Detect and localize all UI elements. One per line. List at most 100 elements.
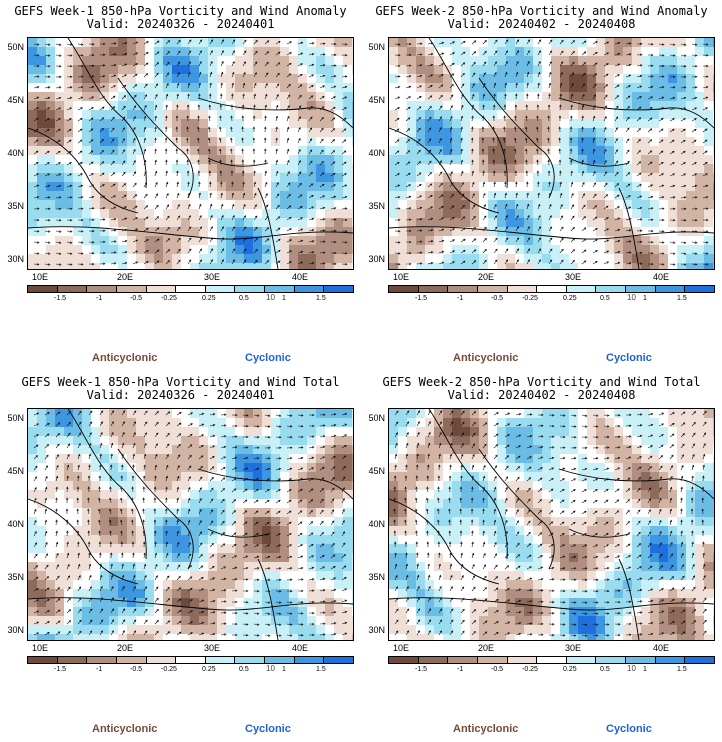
wind-arrow [77, 139, 83, 144]
vorticity-cell [307, 607, 317, 617]
wind-arrow [297, 160, 301, 166]
vorticity-cell [343, 562, 353, 572]
vorticity-cell [461, 218, 471, 228]
vorticity-cell [190, 580, 200, 590]
vorticity-cell [704, 101, 714, 111]
vorticity-cell [55, 490, 65, 500]
vorticity-cell [172, 436, 182, 446]
vorticity-cell [569, 137, 579, 147]
vorticity-cell [37, 607, 47, 617]
vorticity-cell [109, 182, 119, 192]
wind-arrow [88, 442, 92, 449]
coastline [197, 468, 353, 500]
vorticity-cell [73, 101, 83, 111]
vorticity-cell [352, 245, 353, 255]
vorticity-cell [623, 254, 633, 264]
wind-arrow [669, 75, 676, 79]
vorticity-cell [325, 535, 335, 545]
vorticity-cell [28, 101, 38, 111]
wind-arrow [253, 50, 258, 56]
wind-arrow [230, 159, 233, 166]
wind-arrow [471, 215, 476, 221]
vorticity-cell [145, 535, 155, 545]
wind-arrow [438, 74, 444, 78]
wind-arrow [143, 228, 149, 232]
vorticity-cell [605, 65, 615, 75]
vorticity-cell [172, 65, 182, 75]
vorticity-cell [334, 517, 344, 527]
wind-arrow [88, 195, 95, 199]
wind-arrow [55, 241, 62, 244]
vorticity-cell [127, 481, 137, 491]
vorticity-cell [82, 146, 92, 156]
vorticity-cell [64, 254, 74, 264]
wind-arrow [614, 149, 618, 155]
vorticity-cell [100, 83, 110, 93]
wind-arrow [341, 218, 348, 222]
colorbar-swatch [28, 657, 58, 663]
wind-arrow [416, 117, 421, 122]
vorticity-cell [253, 92, 263, 102]
wind-arrow [242, 521, 248, 526]
vorticity-cell [217, 481, 227, 491]
vorticity-cell [677, 427, 687, 437]
wind-arrow [33, 576, 39, 581]
vorticity-cell [569, 128, 579, 138]
vorticity-cell [398, 254, 408, 264]
vorticity-cell [325, 173, 335, 183]
colorbar-center-label: 10 [266, 664, 275, 673]
vorticity-cell [244, 553, 254, 563]
wind-arrow [341, 577, 347, 581]
wind-arrow [99, 184, 105, 188]
wind-arrow [88, 64, 95, 68]
vorticity-cell [28, 236, 38, 246]
vorticity-cell [37, 173, 47, 183]
wind-arrow [647, 207, 654, 210]
vorticity-cell [217, 490, 227, 500]
vorticity-cell [262, 526, 272, 536]
vorticity-cell [316, 571, 326, 581]
vorticity-cell [659, 74, 669, 84]
colorbar-swatch [116, 657, 147, 663]
vorticity-cell [262, 616, 272, 626]
vorticity-cell [181, 517, 191, 527]
vorticity-cell [181, 38, 191, 48]
wind-arrow [77, 75, 84, 78]
wind-arrow [77, 117, 83, 122]
vorticity-cell [452, 83, 462, 93]
vorticity-cell [91, 191, 101, 201]
wind-arrow [110, 53, 117, 56]
vorticity-cell [560, 200, 570, 210]
vorticity-cell [190, 137, 200, 147]
wind-arrow [77, 475, 80, 482]
vorticity-cell [316, 580, 326, 590]
wind-arrow [253, 61, 258, 67]
vorticity-cell [533, 38, 543, 48]
vorticity-cell [253, 562, 263, 572]
vorticity-cell [172, 56, 182, 66]
vorticity-cell [452, 146, 462, 156]
wind-arrow [275, 204, 280, 210]
wind-arrow [253, 510, 259, 515]
vorticity-cell [163, 526, 173, 536]
wind-arrow [460, 182, 464, 188]
vorticity-cell [271, 128, 281, 138]
vorticity-cell [181, 571, 191, 581]
vorticity-cell [650, 38, 660, 48]
wind-arrow [471, 72, 476, 78]
vorticity-cell [334, 83, 344, 93]
coastline [257, 187, 279, 269]
vorticity-cell [686, 436, 696, 446]
vorticity-cell [334, 254, 344, 264]
vorticity-cell [578, 182, 588, 192]
vorticity-cell [280, 218, 290, 228]
vorticity-cell [271, 409, 281, 419]
vorticity-cell [46, 544, 56, 554]
wind-arrow [319, 172, 325, 177]
vorticity-cell [199, 92, 209, 102]
wind-arrow [427, 229, 434, 232]
vorticity-cell [542, 47, 552, 57]
wind-arrow [460, 94, 464, 100]
vorticity-cell [325, 38, 335, 48]
wind-arrow [427, 63, 434, 67]
